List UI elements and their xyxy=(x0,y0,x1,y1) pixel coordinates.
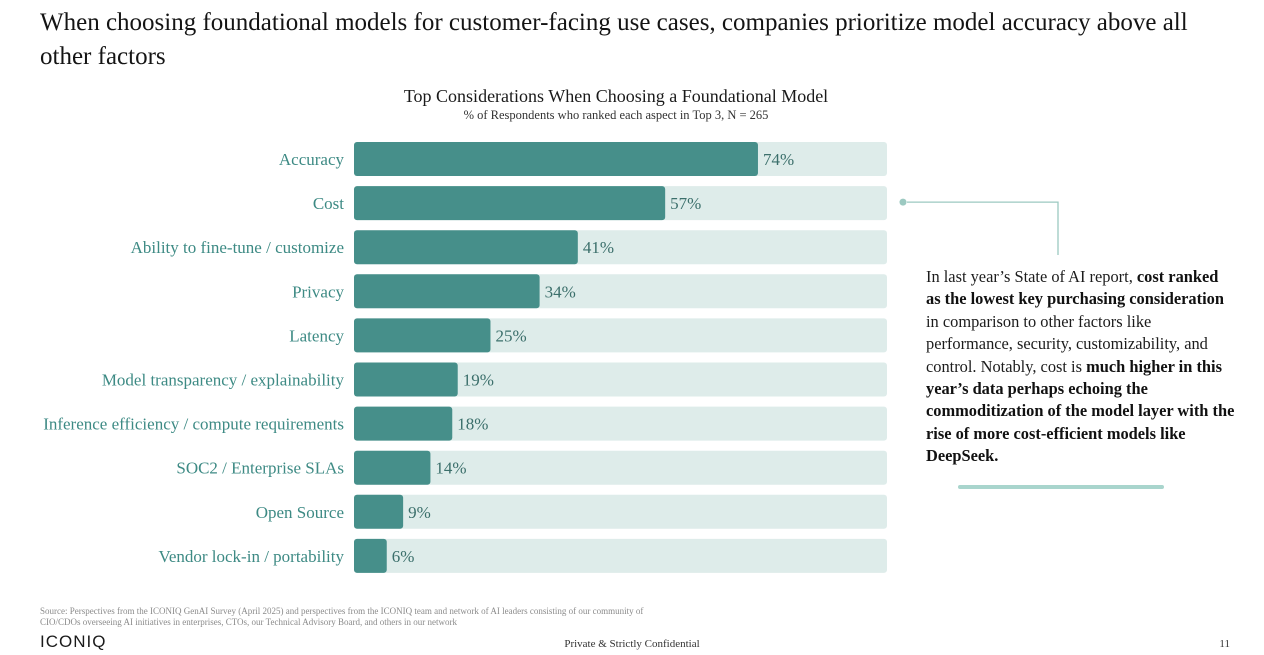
category-label: Cost xyxy=(313,194,344,213)
category-label: Vendor lock-in / portability xyxy=(158,547,344,566)
bar xyxy=(354,142,758,176)
callout-text: In last year’s State of AI report, cost … xyxy=(926,266,1236,468)
bar xyxy=(354,450,431,485)
callout-text-1: In last year’s State of AI report, xyxy=(926,267,1137,286)
page-number: 11 xyxy=(1219,638,1230,650)
bar-track xyxy=(354,406,887,441)
value-label: 18% xyxy=(457,415,488,434)
category-label: SOC2 / Enterprise SLAs xyxy=(176,459,344,478)
iconiq-logo: ICONIQ xyxy=(40,632,107,651)
callout-divider xyxy=(958,485,1164,489)
bar xyxy=(354,406,453,441)
category-label: Privacy xyxy=(292,282,344,301)
category-label: Ability to fine-tune / customize xyxy=(131,238,344,257)
value-label: 14% xyxy=(435,459,466,478)
value-label: 6% xyxy=(392,547,415,566)
category-label: Accuracy xyxy=(279,150,345,169)
source-line-1: Source: Perspectives from the ICONIQ Gen… xyxy=(40,606,644,616)
value-label: 19% xyxy=(463,371,494,390)
chart-title: Top Considerations When Choosing a Found… xyxy=(403,86,829,106)
value-label: 74% xyxy=(763,150,794,169)
callout-bold-1: cost ranked as the lowest key purchasing… xyxy=(926,267,1224,309)
callout-bold-2: much higher in this year’s data perhaps … xyxy=(926,356,1235,466)
source-line-2: CIO/CDOs overseeing AI initiatives in en… xyxy=(40,617,457,627)
page-headline: When choosing foundational models for cu… xyxy=(40,9,1188,70)
value-label: 41% xyxy=(583,238,614,257)
connector-line xyxy=(907,201,1059,255)
value-label: 9% xyxy=(408,503,431,522)
category-label: Model transparency / explainability xyxy=(102,371,345,390)
bar xyxy=(354,494,404,529)
bar-track xyxy=(354,362,887,397)
chart-subtitle: % of Respondents who ranked each aspect … xyxy=(463,108,769,122)
bar-track xyxy=(354,450,887,485)
value-label: 34% xyxy=(545,282,576,301)
value-label: 25% xyxy=(495,326,526,345)
bar xyxy=(354,186,666,221)
bar xyxy=(354,230,578,265)
callout-text-2: in comparison to other factors like perf… xyxy=(926,311,1208,376)
category-label: Latency xyxy=(289,326,344,345)
bar xyxy=(354,538,387,573)
source-note: Source: Perspectives from the ICONIQ Gen… xyxy=(40,606,760,628)
category-label: Inference efficiency / compute requireme… xyxy=(43,415,344,434)
bar-track xyxy=(354,494,887,529)
bar xyxy=(354,274,540,309)
category-label: Open Source xyxy=(256,503,344,522)
confidential-notice: Private & Strictly Confidential xyxy=(564,638,700,650)
bar xyxy=(354,362,458,397)
connector-dot xyxy=(899,198,907,206)
bar-track xyxy=(354,538,887,573)
bar xyxy=(354,318,491,353)
value-label: 57% xyxy=(670,194,701,213)
